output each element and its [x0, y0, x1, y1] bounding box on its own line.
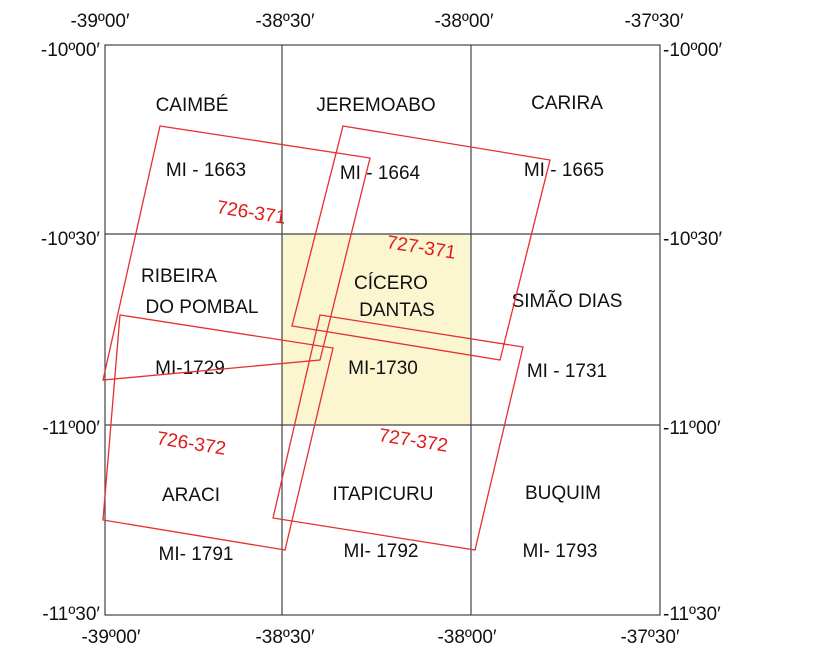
lon-label-bottom-2: -38º30′: [255, 627, 315, 648]
lon-label-bottom-4: -37º30′: [620, 627, 680, 648]
sheet-code-1791: MI- 1791: [159, 544, 234, 565]
lat-label-left-3: -11º00′: [42, 418, 100, 439]
lon-label-top-4: -37º30′: [624, 11, 684, 32]
lat-label-left-1: -10º00′: [41, 40, 101, 61]
lon-label-bottom-1: -39º00′: [81, 627, 141, 648]
sheet-code-1731: MI - 1731: [527, 361, 607, 382]
sheet-code-1664: MI - 1664: [340, 163, 421, 184]
longitude-labels-top: -39º00′ -38º30′ -38º00′ -37º30′: [70, 11, 684, 32]
sheet-name-araci: ARACI: [162, 485, 220, 506]
footprint-726-371: [102, 125, 371, 381]
scene-label-726-371: 726-371: [215, 197, 287, 229]
footprint-727-372: [272, 314, 524, 551]
grid-outer-border: [104, 44, 661, 616]
lon-label-top-2: -38º30′: [255, 11, 315, 32]
lon-label-bottom-3: -38º00′: [437, 627, 497, 648]
lat-label-right-3: -11º00′: [663, 418, 721, 439]
sheet-name-buquim: BUQUIM: [525, 483, 601, 504]
sheet-name-itapicuru: ITAPICURU: [333, 484, 434, 505]
lat-label-left-2: -10º30′: [41, 229, 101, 250]
sheet-code-1793: MI- 1793: [523, 541, 598, 562]
sheet-code-1792: MI- 1792: [344, 541, 419, 562]
sheet-name-do-pombal: DO POMBAL: [146, 297, 259, 318]
sheet-name-caimbe: CAIMBÉ: [156, 95, 229, 116]
longitude-labels-bottom: -39º00′ -38º30′ -38º00′ -37º30′: [81, 627, 680, 648]
sheet-name-carira: CARIRA: [531, 93, 603, 114]
lat-label-right-4: -11º30′: [663, 604, 721, 625]
scene-label-726-372: 726-372: [155, 428, 227, 460]
sheet-name-dantas: DANTAS: [359, 300, 435, 321]
scene-footprints: [102, 125, 551, 551]
sheet-code-1663: MI - 1663: [166, 160, 246, 181]
lon-label-top-1: -39º00′: [70, 11, 130, 32]
lat-label-right-1: -10º00′: [663, 40, 723, 61]
sheet-code-1730: MI-1730: [348, 358, 418, 379]
footprint-727-371: [291, 125, 551, 361]
footprint-726-372: [102, 314, 334, 551]
latitude-labels-right: -10º00′ -10º30′ -11º00′ -11º30′: [663, 40, 723, 625]
sheet-name-simao-dias: SIMÃO DIAS: [512, 290, 623, 312]
lat-label-left-4: -11º30′: [42, 604, 100, 625]
sheet-name-jeremoabo: JEREMOABO: [316, 95, 435, 116]
lon-label-top-3: -38º00′: [434, 11, 494, 32]
sheet-name-cicero: CÍCERO: [354, 273, 428, 294]
sheet-name-ribeira: RIBEIRA: [141, 266, 217, 287]
sheet-code-1729: MI-1729: [155, 358, 225, 379]
lat-label-right-2: -10º30′: [663, 229, 723, 250]
sheet-code-1665: MI - 1665: [524, 160, 604, 181]
latitude-labels-left: -10º00′ -10º30′ -11º00′ -11º30′: [41, 40, 101, 625]
scene-label-727-372: 727-372: [377, 425, 449, 457]
